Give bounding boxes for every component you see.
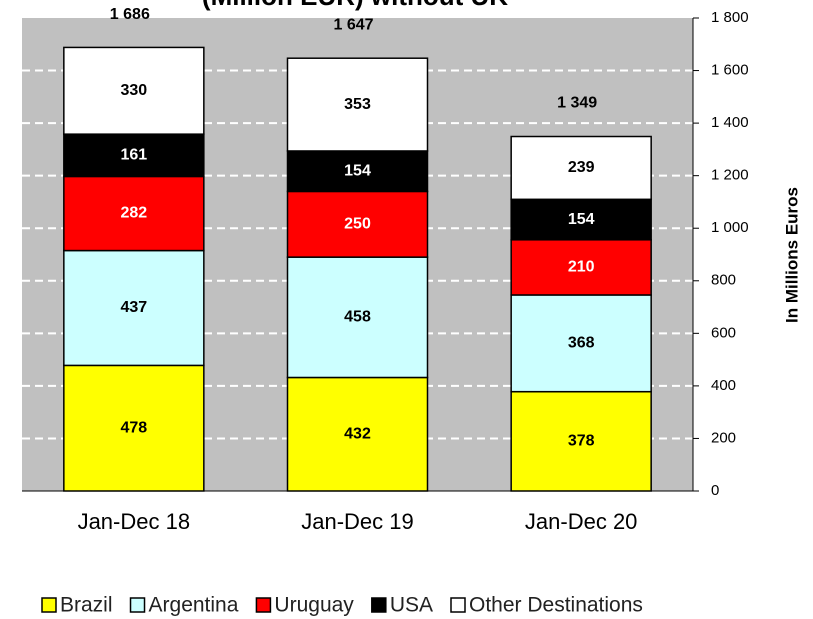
y-tick-label: 200: [711, 429, 736, 446]
y-tick-label: 1 000: [711, 219, 749, 236]
data-label: 478: [120, 419, 147, 436]
x-tick-label: Jan-Dec 19: [301, 509, 414, 534]
legend-label: Other Destinations: [469, 594, 643, 617]
data-label: 282: [120, 205, 147, 222]
y-tick-label: 400: [711, 377, 736, 394]
bar-segment: [63, 249, 205, 367]
legend-swatch: [371, 597, 387, 613]
total-label: 1 349: [557, 95, 597, 112]
y-tick-label: 1 200: [711, 167, 749, 184]
y-axis-label: In Millions Euros: [782, 187, 801, 323]
bar-segment: [286, 150, 429, 193]
data-label: 368: [568, 335, 595, 352]
bar-segment: [510, 198, 652, 241]
data-label: 458: [344, 309, 371, 326]
y-tick-label: 1 800: [711, 9, 749, 26]
data-label: 330: [120, 82, 147, 99]
data-label: 437: [120, 299, 147, 316]
bar-segment: [510, 294, 652, 393]
y-tick-label: 1 400: [711, 114, 749, 131]
data-label: 154: [344, 162, 371, 179]
y-tick-label: 600: [711, 324, 736, 341]
y-tick-label: 800: [711, 272, 736, 289]
bar-segment: [286, 190, 429, 258]
legend-swatch: [41, 597, 57, 613]
data-label: 250: [344, 215, 371, 232]
data-label: 210: [568, 259, 595, 276]
legend-label: Uruguay: [274, 594, 354, 617]
chart-title: (Million EUR) without UK: [202, 0, 508, 11]
x-tick-label: Jan-Dec 20: [525, 509, 638, 534]
bar-segment: [510, 135, 652, 201]
data-label: 239: [568, 159, 595, 176]
data-label: 154: [568, 211, 595, 228]
y-tick-label: 0: [711, 482, 719, 499]
data-label: 378: [568, 433, 595, 450]
bar-segment: [510, 239, 652, 296]
legend-label: USA: [390, 594, 433, 617]
total-label: 1 647: [333, 16, 373, 33]
bar-segment: [63, 133, 205, 178]
bar-segment: [63, 46, 205, 135]
y-tick-label: 1 600: [711, 62, 749, 79]
data-label: 353: [344, 96, 371, 113]
bar-segment: [286, 57, 429, 152]
bar-segment: [63, 175, 205, 252]
legend-label: Brazil: [60, 594, 113, 617]
data-label: 161: [120, 147, 147, 164]
data-label: 432: [344, 425, 371, 442]
x-tick-label: Jan-Dec 18: [78, 509, 191, 534]
total-label: 1 686: [110, 6, 150, 23]
bar-segment: [286, 256, 429, 379]
bar-segment: [63, 364, 205, 492]
legend-swatch: [255, 597, 272, 613]
legend-swatch: [129, 597, 146, 613]
bar-segment: [510, 390, 652, 492]
legend-label: Argentina: [149, 594, 239, 617]
legend-swatch: [450, 597, 466, 613]
